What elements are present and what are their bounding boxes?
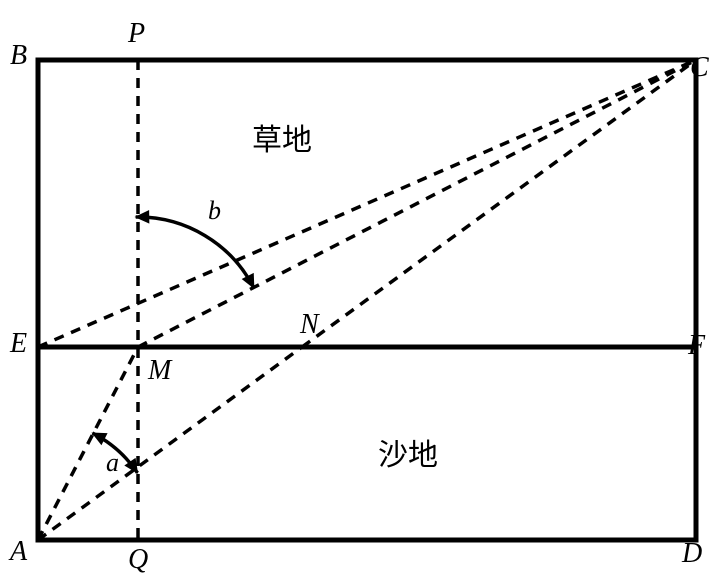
label-grass: 草地: [252, 115, 312, 159]
label-angle-a: a: [106, 448, 119, 478]
label-N: N: [300, 309, 319, 341]
label-sand: 沙地: [378, 430, 438, 474]
label-A: A: [10, 536, 27, 568]
label-E: E: [10, 328, 27, 360]
label-Q: Q: [128, 544, 148, 576]
label-B: B: [10, 40, 27, 72]
geometry-diagram: A B C D E F P Q M N a b 草地 沙地: [10, 10, 715, 574]
label-angle-b: b: [208, 196, 221, 226]
label-P: P: [128, 18, 145, 50]
label-M: M: [148, 355, 171, 387]
label-F: F: [688, 330, 705, 362]
diagram-svg: [10, 10, 715, 574]
label-D: D: [682, 538, 702, 570]
label-C: C: [690, 52, 709, 84]
